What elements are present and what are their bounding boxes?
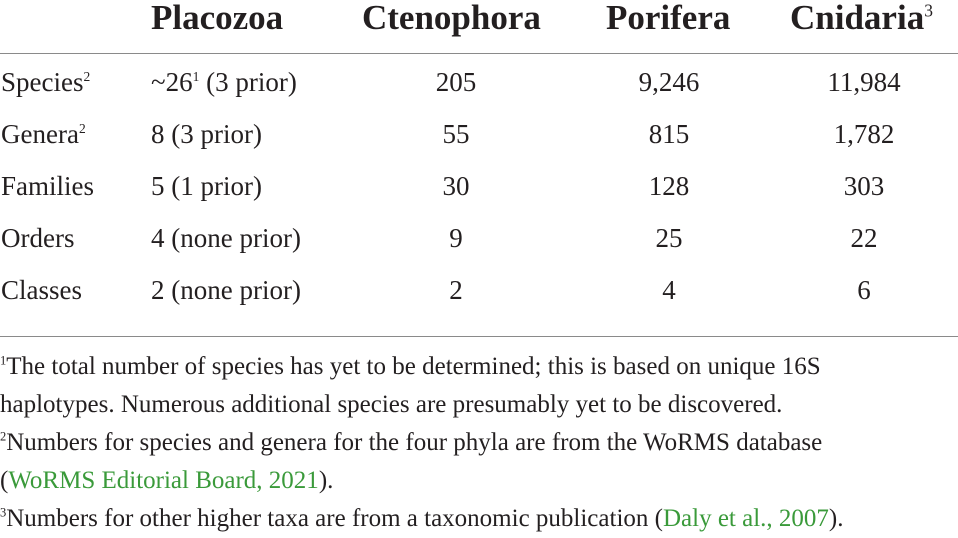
header-placozoa: Placozoa — [151, 0, 284, 37]
cell-porifera: 815 — [648, 119, 690, 149]
table-row: Species2 ~261 (3 prior) 205 9,246 11,984 — [0, 62, 958, 102]
row-label-footnote-mark: 2 — [78, 121, 86, 136]
header-cnidaria: Cnidaria3 — [790, 0, 933, 37]
footnote-2: 2Numbers for species and genera for the … — [0, 429, 823, 456]
cell-ctenophora: 9 — [449, 223, 463, 253]
cell-ctenophora: 30 — [442, 171, 470, 201]
table-row: Classes 2 (none prior) 2 4 6 — [0, 270, 958, 310]
footnote-1-continued: haplotypes. Numerous additional species … — [0, 391, 783, 418]
header-divider — [0, 53, 958, 54]
cell-footnote-mark: 1 — [192, 69, 200, 84]
header-ctenophora: Ctenophora — [362, 0, 541, 37]
header-cnidaria-footnote-mark: 3 — [924, 0, 933, 21]
cell-cnidaria: 11,984 — [827, 67, 901, 97]
footnote-mark: 2 — [0, 429, 7, 444]
cell-ctenophora: 2 — [449, 275, 463, 305]
footnote-mark: 3 — [0, 505, 7, 520]
footnote-3: 3Numbers for other higher taxa are from … — [0, 505, 844, 532]
cell-cnidaria: 303 — [843, 171, 885, 201]
cell-porifera: 25 — [655, 223, 683, 253]
row-label: Orders — [1, 223, 75, 253]
row-label: Genera2 — [1, 119, 86, 149]
cell-cnidaria: 6 — [857, 275, 871, 305]
cell-placozoa: 5 (1 prior) — [151, 171, 262, 201]
cell-porifera: 128 — [648, 171, 690, 201]
table-row: Orders 4 (none prior) 9 25 22 — [0, 218, 958, 258]
cell-placozoa: ~261 (3 prior) — [151, 67, 297, 97]
row-label-footnote-mark: 2 — [83, 69, 91, 84]
footnote-2-continued: (WoRMS Editorial Board, 2021). — [0, 467, 334, 494]
row-label: Species2 — [1, 67, 91, 97]
cell-porifera: 4 — [662, 275, 676, 305]
cell-placozoa: 2 (none prior) — [151, 275, 301, 305]
cell-placozoa: 8 (3 prior) — [151, 119, 262, 149]
table-footnotes: 1The total number of species has yet to … — [0, 348, 958, 538]
header-porifera: Porifera — [606, 0, 731, 37]
cell-ctenophora: 55 — [442, 119, 470, 149]
table-row: Genera2 8 (3 prior) 55 815 1,782 — [0, 114, 958, 154]
cell-cnidaria: 22 — [850, 223, 878, 253]
cell-ctenophora: 205 — [435, 67, 477, 97]
cell-placozoa: 4 (none prior) — [151, 223, 301, 253]
footnote-mark: 1 — [0, 353, 7, 368]
row-label: Classes — [1, 275, 82, 305]
table-header-row: Placozoa Ctenophora Porifera Cnidaria3 — [0, 0, 958, 36]
footnote-1: 1The total number of species has yet to … — [0, 353, 821, 380]
table-row: Families 5 (1 prior) 30 128 303 — [0, 166, 958, 206]
cell-cnidaria: 1,782 — [833, 119, 895, 149]
footer-divider — [0, 336, 958, 337]
row-label: Families — [1, 171, 94, 201]
worms-citation-link[interactable]: WoRMS Editorial Board, 2021 — [8, 467, 319, 494]
daly-citation-link[interactable]: Daly et al., 2007 — [662, 505, 829, 532]
cell-porifera: 9,246 — [638, 67, 700, 97]
